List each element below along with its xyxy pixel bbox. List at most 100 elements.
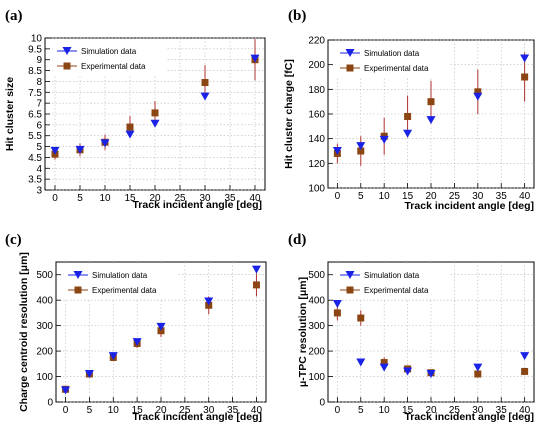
y-tick-label: 6.5 [28, 110, 42, 121]
data-point-simulation [473, 92, 483, 101]
data-point-experimental [333, 309, 341, 317]
data-point-simulation [332, 147, 342, 155]
legend-marker-simulation [73, 271, 83, 279]
y-tick-label: 100 [308, 372, 325, 383]
y-tick-label: 200 [36, 347, 53, 358]
x-tick-label: 30 [199, 193, 211, 204]
y-tick-label: 220 [308, 36, 325, 47]
data-point-simulation [356, 358, 366, 367]
legend-marker-simulation [62, 47, 72, 55]
legend: Simulation data Experimental data [335, 265, 449, 299]
y-tick-label: 5.5 [28, 131, 42, 142]
data-point-experimental [427, 98, 435, 106]
y-axis-title: Charge centroid resolution [μm] [18, 252, 30, 412]
data-point-simulation [132, 338, 142, 347]
legend: Simulation data Experimental data [63, 265, 177, 299]
legend-box [52, 41, 166, 75]
data-point-simulation [50, 146, 60, 155]
data-point-simulation [204, 297, 214, 306]
panel-letter: (c) [5, 232, 22, 248]
y-tick-label: 7.5 [28, 88, 42, 99]
legend-box [335, 43, 449, 77]
legend-label: Simulation data [364, 49, 420, 58]
legend: Simulation data Experimental data [52, 41, 166, 75]
data-point-simulation [84, 370, 94, 378]
x-tick-label: 25 [449, 405, 461, 416]
panel-letter: (d) [288, 232, 306, 248]
y-tick-label: 3.5 [28, 175, 42, 186]
y-tick-label: 9.5 [28, 44, 42, 55]
x-tick-label: 0 [63, 405, 69, 416]
x-tick-label: 10 [108, 405, 120, 416]
y-tick-label: 160 [308, 110, 325, 121]
data-point-simulation [251, 265, 261, 274]
y-tick-label: 4.5 [28, 153, 42, 164]
y-tick-label: 120 [308, 159, 325, 170]
x-tick-label: 30 [472, 191, 484, 202]
x-tick-label: 35 [224, 193, 236, 204]
y-tick-label: 140 [308, 134, 325, 145]
data-point-simulation [473, 363, 483, 372]
y-tick-label: 400 [36, 296, 53, 307]
legend-box [63, 265, 177, 299]
data-point-simulation [150, 119, 160, 128]
legend-label: Experimental data [92, 286, 157, 295]
y-tick-label: 200 [308, 347, 325, 358]
legend-label: Simulation data [92, 271, 148, 280]
data-point-simulation [100, 139, 110, 148]
data-point-simulation [250, 54, 260, 63]
y-tick-label: 3 [36, 186, 42, 197]
y-tick-label: 0 [47, 398, 53, 409]
y-tick-label: 100 [308, 184, 325, 195]
x-tick-label: 35 [496, 191, 508, 202]
data-point-simulation [520, 54, 530, 63]
data-point-simulation [356, 142, 366, 151]
y-tick-label: 10 [31, 34, 43, 45]
x-tick-label: 15 [402, 191, 414, 202]
legend-marker-experimental [63, 62, 71, 70]
x-tick-label: 40 [519, 405, 531, 416]
x-tick-label: 0 [52, 193, 58, 204]
legend-marker-experimental [346, 64, 354, 72]
x-axis-title: Track incident angle [deg] [404, 200, 534, 212]
x-tick-label: 20 [155, 405, 167, 416]
x-tick-label: 20 [425, 405, 437, 416]
y-tick-label: 100 [36, 372, 53, 383]
y-tick-label: 4 [36, 164, 42, 175]
data-point-simulation [61, 386, 71, 395]
y-tick-label: 500 [308, 270, 325, 281]
x-tick-label: 30 [472, 405, 484, 416]
data-point-experimental [521, 367, 529, 375]
data-point-experimental [151, 109, 159, 117]
y-tick-label: 7 [36, 99, 42, 110]
legend-marker-experimental [346, 286, 354, 294]
x-tick-label: 0 [335, 191, 341, 202]
panel-letter: (b) [288, 8, 306, 24]
legend-marker-simulation [345, 271, 355, 279]
legend-label: Experimental data [364, 64, 429, 73]
data-point-simulation [75, 145, 85, 154]
legend-box [335, 265, 449, 299]
chart-panel-c: (c)0 5 10 15 20 25 30 35 400100200300400500Track… [5, 232, 267, 423]
y-tick-label: 5 [36, 142, 42, 153]
data-point-experimental [474, 370, 482, 378]
data-point-experimental [126, 123, 134, 131]
data-point-experimental [357, 314, 365, 322]
data-point-simulation [156, 322, 166, 331]
x-tick-label: 5 [77, 193, 83, 204]
x-tick-label: 5 [358, 191, 364, 202]
legend-label: Simulation data [81, 47, 137, 56]
data-point-simulation [426, 370, 436, 378]
data-point-experimental [201, 79, 209, 87]
x-axis-title: Track incident angle [deg] [132, 199, 262, 211]
x-tick-label: 20 [425, 191, 437, 202]
y-tick-label: 6 [36, 120, 42, 131]
x-tick-label: 25 [449, 191, 461, 202]
y-tick-label: 400 [308, 296, 325, 307]
x-tick-label: 15 [124, 193, 136, 204]
legend-label: Simulation data [364, 271, 420, 280]
x-tick-label: 35 [227, 405, 239, 416]
x-tick-label: 40 [251, 405, 263, 416]
y-tick-label: 180 [308, 85, 325, 96]
